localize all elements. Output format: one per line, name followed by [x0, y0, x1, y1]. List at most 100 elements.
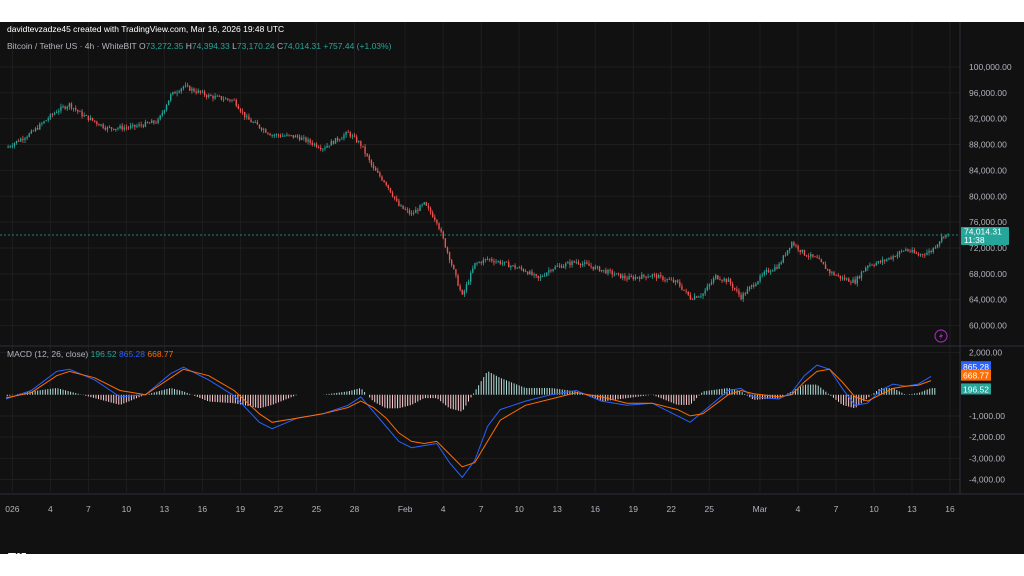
candle-body	[34, 127, 37, 131]
time-axis-label: 16	[945, 504, 955, 514]
candle-body	[791, 242, 793, 248]
candle-body	[91, 117, 94, 121]
candle-body	[706, 286, 708, 291]
candle-body	[358, 141, 360, 143]
candle-body	[569, 262, 571, 266]
time-axis-label: 026	[5, 504, 19, 514]
candle-body	[584, 262, 586, 264]
macd-value-label: 196.52	[963, 384, 989, 394]
candle-body	[579, 263, 582, 266]
price-pane	[0, 82, 960, 303]
candle-body	[364, 146, 366, 154]
candle-body	[772, 270, 774, 272]
candle-body	[486, 258, 489, 260]
candle-body	[780, 262, 782, 264]
candle-body	[224, 98, 227, 100]
candle-body	[444, 238, 447, 248]
candle-body	[854, 279, 856, 284]
candle-body	[368, 155, 371, 161]
candle-body	[930, 250, 932, 253]
candle-body	[470, 272, 472, 282]
candle-body	[355, 136, 358, 143]
candle-body	[387, 184, 390, 188]
candle-body	[431, 212, 434, 218]
candle-body	[402, 205, 404, 209]
candle-body	[155, 122, 157, 124]
candle-body	[436, 219, 438, 224]
candle-body	[674, 280, 677, 283]
time-axis-label: 4	[441, 504, 446, 514]
candle-body	[715, 275, 717, 279]
candle-body	[195, 91, 197, 93]
candle-body	[700, 295, 702, 297]
candle-body	[277, 134, 280, 136]
candle-body	[888, 257, 890, 260]
candle-body	[400, 205, 402, 207]
candle-body	[233, 99, 235, 101]
candle-body	[903, 250, 905, 252]
candle-body	[913, 250, 915, 253]
candle-body	[630, 276, 632, 278]
candle-body	[174, 92, 176, 94]
candle-body	[227, 98, 229, 100]
candle-body	[324, 147, 326, 149]
candle-body	[505, 261, 508, 263]
lightning-icon[interactable]	[934, 329, 948, 343]
candle-body	[64, 106, 66, 109]
candle-body	[793, 242, 795, 246]
candle-body	[723, 278, 725, 281]
candle-body	[529, 271, 531, 275]
candle-body	[345, 132, 347, 136]
last-price-value: 74,014.31	[964, 226, 1002, 236]
candle-body	[829, 269, 831, 274]
candle-body	[288, 134, 290, 136]
candle-body	[290, 135, 292, 136]
candle-body	[681, 286, 683, 290]
candle-body	[611, 270, 613, 275]
candle-body	[282, 135, 284, 137]
candle-body	[347, 132, 349, 133]
candle-body	[197, 90, 199, 93]
macd-axis-label: -3,000.00	[969, 453, 1005, 463]
candle-body	[146, 121, 149, 123]
candle-body	[810, 254, 812, 257]
candle-body	[512, 265, 514, 267]
candle-body	[269, 133, 271, 136]
time-axis-label: 7	[86, 504, 91, 514]
candle-body	[153, 120, 155, 123]
time-axis-label: Feb	[398, 504, 413, 514]
candle-body	[740, 294, 742, 300]
time-axis-label: 16	[590, 504, 600, 514]
candle-body	[575, 261, 578, 263]
candle-body	[374, 168, 377, 171]
candle-body	[165, 105, 168, 111]
candle-body	[560, 265, 563, 268]
candle-body	[389, 187, 392, 193]
candle-body	[423, 202, 425, 205]
candle-body	[252, 122, 254, 123]
candle-body	[22, 138, 24, 140]
candle-body	[873, 265, 875, 266]
candle-body	[305, 137, 307, 142]
candle-body	[148, 122, 151, 124]
time-axis-label: Mar	[753, 504, 768, 514]
candle-body	[151, 120, 153, 124]
candle-body	[119, 125, 121, 129]
candle-body	[360, 141, 362, 146]
candle-body	[615, 273, 618, 275]
candle-body	[448, 252, 451, 261]
candle-body	[894, 256, 896, 258]
candle-body	[742, 293, 744, 300]
candle-body	[83, 115, 85, 117]
candle-body	[309, 139, 311, 143]
chart-canvas[interactable]: 100,000.00 96,000.00 92,000.00 88,000.00 84,…	[0, 22, 1024, 554]
candle-body	[677, 280, 679, 282]
candle-body	[552, 269, 554, 271]
candle-body	[182, 86, 185, 89]
candle-body	[626, 278, 628, 280]
lightning-bolt	[939, 332, 943, 340]
candle-body	[199, 90, 202, 93]
candle-body	[581, 263, 584, 266]
candle-body	[184, 85, 187, 87]
candle-body	[945, 234, 947, 238]
